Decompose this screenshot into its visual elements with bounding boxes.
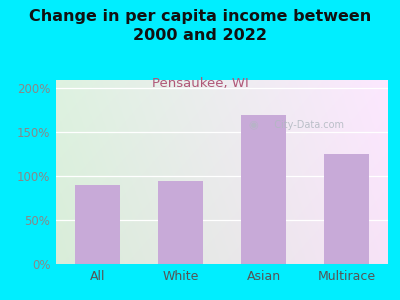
Bar	[241, 115, 286, 264]
Text: Pensaukee, WI: Pensaukee, WI	[152, 76, 248, 89]
Bar	[324, 154, 369, 264]
Text: City-Data.com: City-Data.com	[268, 120, 344, 130]
Bar	[158, 181, 203, 264]
Text: ◉: ◉	[249, 120, 258, 130]
Bar	[75, 185, 120, 264]
Text: Change in per capita income between
2000 and 2022: Change in per capita income between 2000…	[29, 9, 371, 43]
